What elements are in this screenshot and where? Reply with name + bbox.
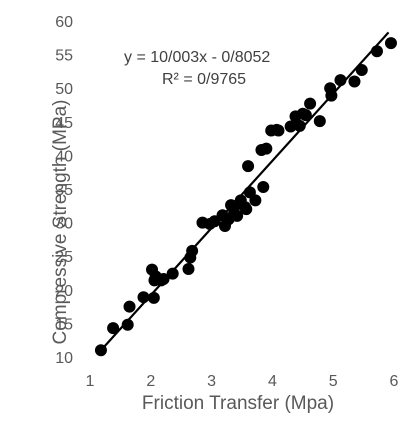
data-point [260, 142, 273, 155]
data-point [242, 160, 255, 173]
data-point [123, 300, 136, 313]
y-tick-label: 45 [55, 115, 73, 132]
y-tick-label: 30 [55, 216, 73, 233]
data-point [166, 267, 179, 280]
data-point [240, 203, 253, 216]
data-point [121, 318, 134, 331]
data-point [370, 45, 383, 58]
y-tick-label: 60 [55, 14, 73, 31]
x-axis-title: Friction Transfer (Mpa) [142, 393, 334, 414]
x-tick-label: 2 [146, 373, 155, 390]
data-point [157, 273, 170, 286]
x-tick-labels: 1 2 3 4 5 6 [86, 373, 399, 390]
data-point [94, 344, 107, 357]
y-tick-label: 10 [55, 350, 73, 367]
data-point [384, 37, 397, 50]
data-point [325, 89, 338, 102]
x-tick-label: 4 [268, 373, 277, 390]
data-point [355, 64, 368, 77]
data-point [147, 291, 160, 304]
y-tick-label: 35 [55, 182, 73, 199]
trendline-equation: y = 10/003x - 0/8052 [124, 49, 270, 66]
data-point [182, 262, 195, 275]
data-point [186, 244, 199, 257]
data-point [107, 322, 120, 335]
data-point [257, 180, 270, 193]
data-point [272, 124, 285, 137]
y-tick-labels: 10 15 20 25 30 35 40 45 50 55 60 [55, 14, 73, 367]
data-point [293, 119, 306, 132]
y-tick-label: 40 [55, 148, 73, 165]
data-point [348, 75, 361, 88]
data-points [94, 37, 397, 357]
x-tick-label: 1 [86, 373, 95, 390]
y-axis-title: Compressive Strength (MPa) [50, 100, 71, 345]
y-tick-label: 50 [55, 81, 73, 98]
x-tick-label: 6 [390, 373, 399, 390]
data-point [304, 97, 317, 110]
data-point [299, 109, 312, 122]
y-tick-label: 25 [55, 249, 73, 266]
r-squared-label: R² = 0/9765 [162, 71, 246, 88]
y-tick-label: 55 [55, 48, 73, 65]
x-tick-label: 3 [207, 373, 216, 390]
y-tick-label: 15 [55, 316, 73, 333]
data-point [231, 209, 244, 222]
data-point [249, 194, 262, 207]
data-point [137, 291, 150, 304]
y-tick-label: 20 [55, 283, 73, 300]
data-point [334, 74, 347, 87]
data-point [313, 115, 326, 128]
data-point [284, 120, 297, 133]
x-tick-label: 5 [329, 373, 338, 390]
